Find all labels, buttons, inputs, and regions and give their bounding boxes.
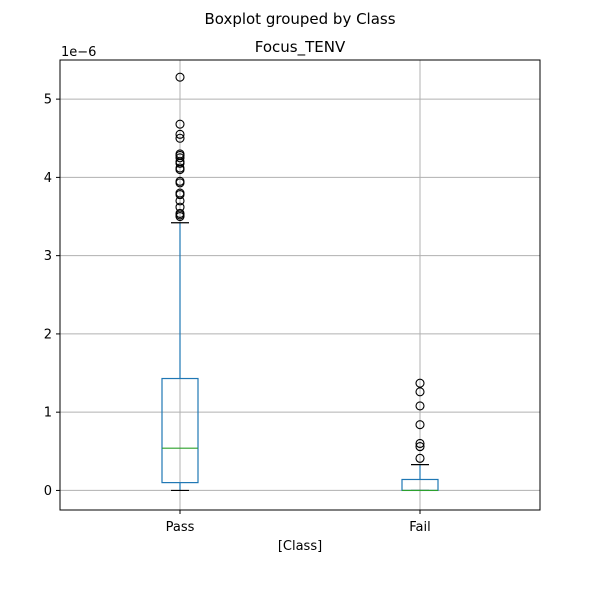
outlier-point — [175, 188, 185, 198]
y-tick-label: 0 — [44, 484, 52, 499]
iqr-box — [161, 377, 199, 484]
y-tick-label: 1 — [44, 406, 52, 421]
y-axis-ticks: 0 1 2 3 4 5 — [44, 93, 60, 499]
outlier-point — [175, 153, 185, 163]
x-tick-label: Fail — [409, 520, 430, 535]
outlier-point — [175, 149, 185, 159]
outlier-point — [175, 208, 185, 218]
y-tick-label: 5 — [44, 93, 52, 108]
y-multiplier-label: 1e−6 — [61, 45, 96, 60]
outlier-point — [175, 202, 185, 212]
outlier-point — [175, 119, 185, 129]
outlier-point — [175, 129, 185, 139]
outlier-point — [175, 163, 185, 173]
x-tick-label: Pass — [166, 520, 195, 535]
outlier-point — [175, 176, 185, 186]
outlier-point — [415, 420, 425, 430]
box-fail — [401, 378, 439, 492]
chart-title: Focus_TENV — [255, 38, 346, 57]
y-tick-label: 4 — [44, 171, 52, 186]
outlier-point — [415, 438, 425, 449]
outlier-point — [415, 453, 425, 463]
outlier-point — [415, 387, 425, 397]
x-axis-label: [Class] — [278, 539, 322, 554]
y-tick-label: 2 — [44, 327, 52, 342]
outlier-point — [415, 401, 425, 411]
chart-suptitle: Boxplot grouped by Class — [204, 10, 395, 28]
outlier-point — [415, 442, 425, 452]
grid-lines — [60, 60, 540, 510]
outlier-point — [175, 133, 185, 143]
plot-frame — [59, 59, 541, 511]
y-tick-label: 3 — [44, 249, 52, 264]
box-pass — [161, 72, 199, 492]
boxes — [161, 72, 439, 492]
x-axis-ticks: Pass Fail — [166, 510, 431, 535]
outlier-point — [415, 378, 425, 388]
outlier-point — [175, 72, 185, 82]
